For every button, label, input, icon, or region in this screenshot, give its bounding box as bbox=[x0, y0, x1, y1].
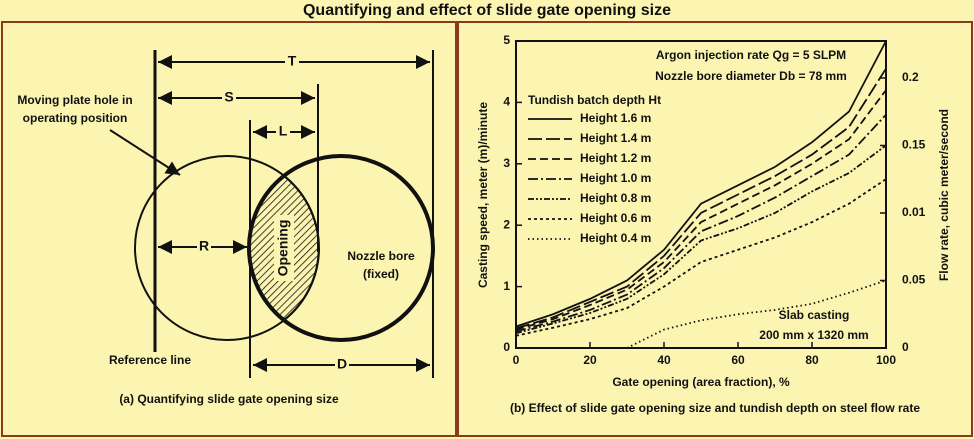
page-title: Quantifying and effect of slide gate ope… bbox=[303, 2, 671, 19]
caption: (a) Quantifying slide gate opening size bbox=[119, 392, 339, 406]
label-bg bbox=[285, 55, 299, 69]
x-axis-label: Gate opening (area fraction), % bbox=[612, 375, 790, 389]
series-line bbox=[515, 68, 887, 330]
y-tick-label: 5 bbox=[503, 33, 510, 47]
legend-label: Height 0.8 m bbox=[580, 191, 651, 205]
plot-frame bbox=[515, 40, 887, 349]
annotation: operating position bbox=[23, 111, 128, 125]
panel-a bbox=[1, 21, 457, 437]
annotation: Reference line bbox=[109, 353, 191, 367]
legend-label: Height 1.2 m bbox=[580, 151, 651, 165]
y2-tick-label: 0 bbox=[902, 340, 909, 354]
annotation: Slab casting bbox=[779, 308, 850, 322]
label-bg bbox=[222, 91, 236, 105]
series-line bbox=[515, 89, 887, 331]
legend-label: Height 1.4 m bbox=[580, 131, 651, 145]
pointer-arrow bbox=[109, 129, 181, 176]
y2-tick-label: 0.2 bbox=[902, 70, 919, 84]
x-tick-label: 0 bbox=[513, 353, 520, 367]
dim-label: D bbox=[337, 356, 347, 372]
chart: Gate opening (area fraction), % Casting … bbox=[476, 33, 951, 415]
legend-title: Tundish batch depth Ht bbox=[528, 93, 661, 107]
x-tick-label: 20 bbox=[583, 353, 597, 367]
dim-label: S bbox=[224, 89, 233, 105]
x-tick-label: 60 bbox=[731, 353, 745, 367]
x-tick-label: 100 bbox=[876, 353, 896, 367]
label-bg bbox=[197, 240, 211, 254]
panel-b bbox=[457, 21, 973, 437]
y2-tick-label: 0.01 bbox=[902, 205, 926, 219]
dim-label: R bbox=[199, 238, 209, 254]
y2-axis-label: Flow rate, cubic meter/second bbox=[937, 109, 951, 281]
caption: (b) Effect of slide gate opening size an… bbox=[510, 401, 920, 415]
annotation: Nozzle bore bbox=[347, 249, 415, 263]
label-bg bbox=[274, 215, 294, 281]
y-tick-label: 3 bbox=[503, 156, 510, 170]
y2-tick-label: 0.15 bbox=[902, 138, 926, 152]
y2-tick-label: 0.05 bbox=[902, 273, 926, 287]
series-line bbox=[515, 144, 887, 335]
annotation: Nozzle bore diameter Db = 78 mm bbox=[655, 69, 847, 83]
x-tick-label: 40 bbox=[657, 353, 671, 367]
y-tick-label: 1 bbox=[503, 279, 510, 293]
legend-label: Height 1.6 m bbox=[580, 111, 651, 125]
legend-label: Height 0.4 m bbox=[580, 231, 651, 245]
legend-label: Height 0.6 m bbox=[580, 211, 651, 225]
dim-label: T bbox=[288, 53, 297, 69]
y-tick-label: 4 bbox=[503, 95, 510, 109]
annotation: Moving plate hole in bbox=[17, 93, 132, 107]
annotation: Argon injection rate Qg = 5 SLPM bbox=[656, 48, 846, 62]
diagram: T S L R D Moving plate hole in operating… bbox=[17, 50, 435, 406]
legend-label: Height 1.0 m bbox=[580, 171, 651, 185]
y-tick-label: 2 bbox=[503, 217, 510, 231]
annotation: (fixed) bbox=[363, 267, 399, 281]
label-bg bbox=[335, 358, 349, 372]
series-line bbox=[626, 279, 887, 349]
series-line bbox=[515, 40, 887, 328]
y-axis-label: Casting speed, meter (m)/minute bbox=[476, 102, 490, 288]
y-tick-label: 0 bbox=[503, 340, 510, 354]
dim-label: L bbox=[279, 123, 288, 139]
annotation: Opening bbox=[275, 220, 291, 277]
annotation: 200 mm x 1320 mm bbox=[759, 328, 868, 342]
label-bg bbox=[276, 125, 290, 139]
x-tick-label: 80 bbox=[805, 353, 819, 367]
